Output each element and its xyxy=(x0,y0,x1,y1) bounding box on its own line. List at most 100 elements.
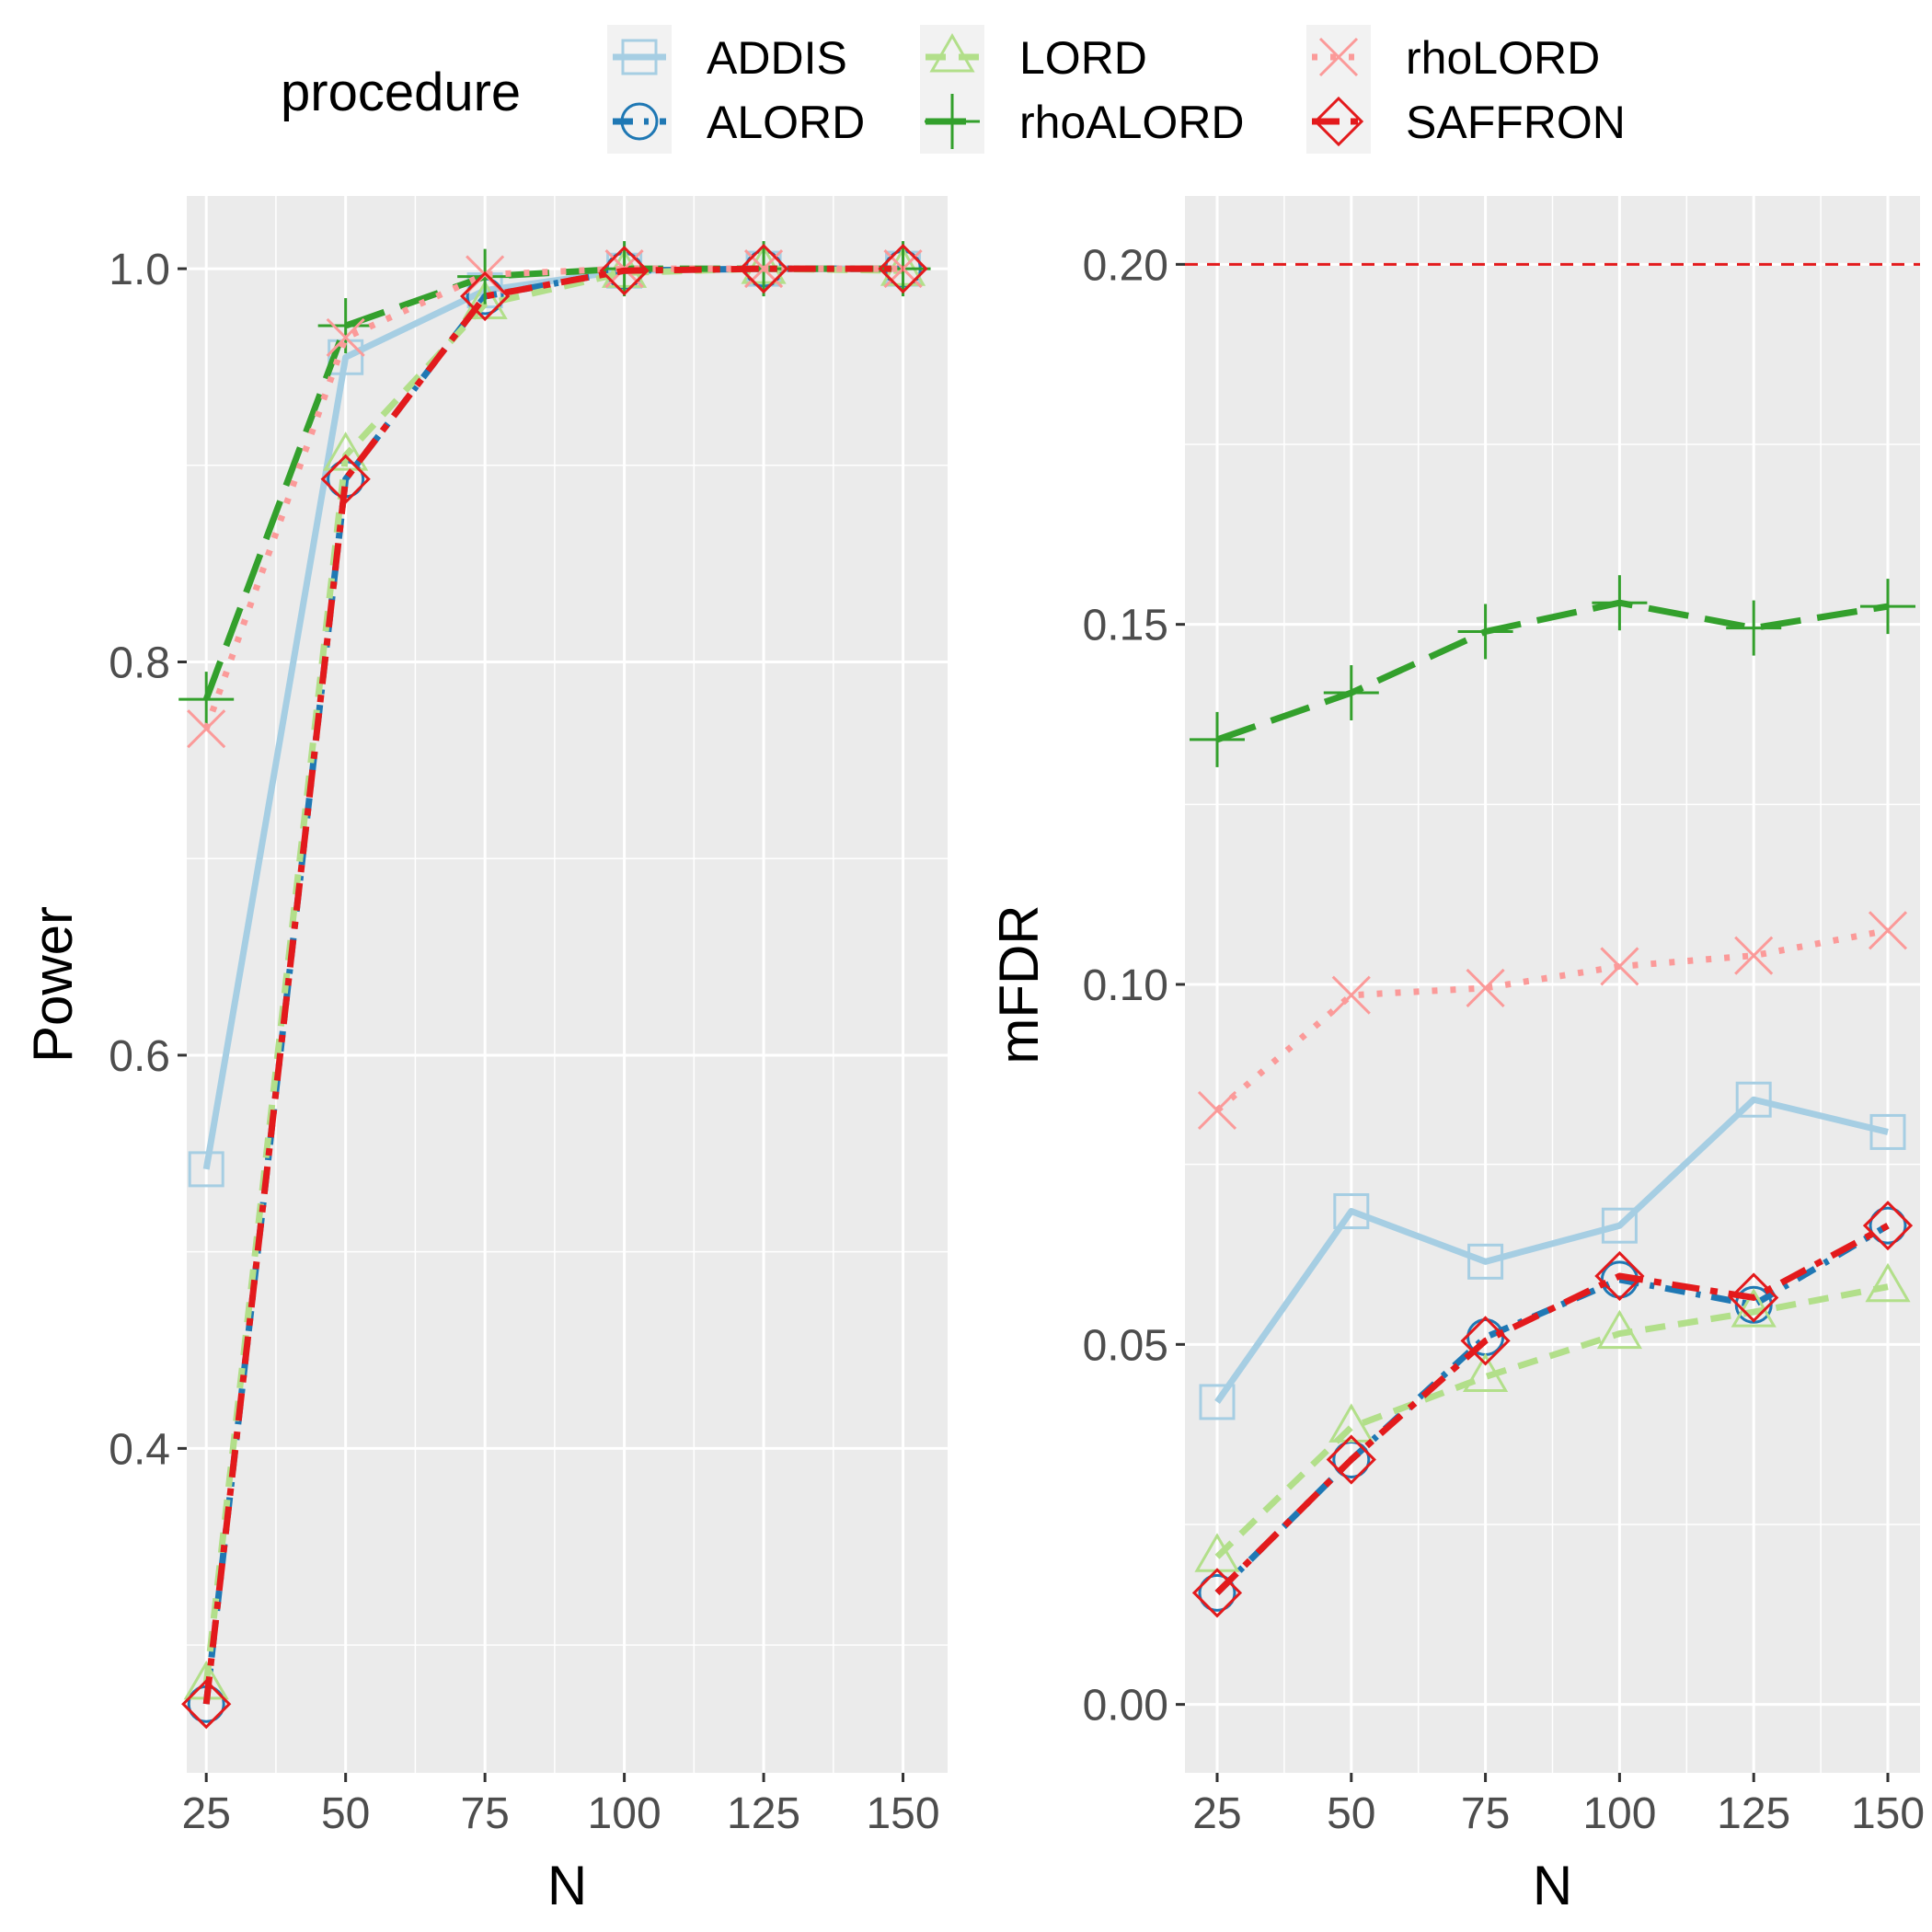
data-point-ADDIS xyxy=(188,1151,224,1188)
data-point-LORD xyxy=(323,431,369,471)
y-tick-label: 0.8 xyxy=(109,639,170,688)
legend-key-marker-circle xyxy=(620,102,659,141)
y-tick-label: 0.00 xyxy=(1083,1682,1168,1731)
legend-label-ADDIS: ADDIS xyxy=(707,32,847,84)
y-axis-title: Power xyxy=(22,906,84,1063)
series-line-SAFFRON xyxy=(1214,1223,1890,1595)
x-tick-label: 25 xyxy=(182,1789,231,1838)
panel-power: 25 50 75 100 125 150 0.4 0.6 0.8 1.0 N Power xyxy=(22,196,948,1916)
x-tick-label: 150 xyxy=(1851,1789,1925,1838)
data-point-rhoALORD xyxy=(1189,711,1245,767)
data-point-ADDIS xyxy=(1601,1207,1638,1244)
data-point-ADDIS xyxy=(1333,1193,1370,1230)
data-point-rhoALORD xyxy=(178,672,235,728)
data-point-rhoLORD xyxy=(1331,975,1371,1015)
data-point-rhoLORD xyxy=(1734,936,1774,975)
data-point-SAFFRON xyxy=(1191,1568,1243,1618)
x-tick-label: 50 xyxy=(1327,1789,1375,1838)
x-tick-label: 100 xyxy=(1582,1789,1656,1838)
series-line-rhoALORD xyxy=(1215,599,1889,743)
series-rhoLORD xyxy=(1197,911,1908,1131)
legend-label-LORD: LORD xyxy=(1019,32,1147,84)
data-point-SAFFRON xyxy=(1326,1434,1376,1485)
data-point-rhoLORD xyxy=(1197,1090,1237,1131)
data-point-ADDIS xyxy=(1467,1243,1504,1280)
legend-item-ALORD: ALORD xyxy=(607,89,865,154)
series-SAFFRON xyxy=(181,243,928,1730)
legend-key-marker-cross xyxy=(1318,37,1359,77)
y-tick-label: 1.0 xyxy=(109,246,170,294)
series-line-ALORD xyxy=(202,265,903,1705)
legend-label-rhoLORD: rhoLORD xyxy=(1406,32,1600,84)
y-tick-label: 0.10 xyxy=(1083,961,1168,1010)
legend-key-marker-diamond xyxy=(1313,96,1364,147)
x-tick-label: 100 xyxy=(588,1789,661,1838)
series-SAFFRON xyxy=(1191,1201,1914,1618)
data-point-LORD xyxy=(1328,1403,1374,1443)
data-point-LORD xyxy=(1865,1262,1911,1303)
legend-label-rhoALORD: rhoALORD xyxy=(1019,97,1245,148)
data-point-rhoALORD xyxy=(1726,600,1782,656)
data-point-rhoALORD xyxy=(1457,604,1513,660)
y-tick-label: 0.15 xyxy=(1083,602,1168,650)
data-point-ADDIS xyxy=(1199,1384,1236,1420)
series-line-SAFFRON xyxy=(202,265,903,1705)
x-tick-label: 75 xyxy=(460,1789,509,1838)
legend-key-marker-plus xyxy=(925,94,980,149)
data-point-rhoLORD xyxy=(1868,911,1908,950)
data-point-ADDIS xyxy=(1735,1081,1772,1118)
data-point-SAFFRON xyxy=(181,1679,232,1730)
x-tick-label: 150 xyxy=(866,1789,939,1838)
data-point-SAFFRON xyxy=(320,454,371,504)
series-ADDIS xyxy=(1199,1081,1906,1420)
data-point-LORD xyxy=(1462,1352,1509,1393)
series-line-LORD xyxy=(1214,1283,1889,1559)
legend-label-ALORD: ALORD xyxy=(707,97,865,148)
x-tick-label: 25 xyxy=(1192,1789,1241,1838)
data-point-SAFFRON xyxy=(1729,1272,1779,1323)
legend-key-marker-triangle xyxy=(929,33,975,73)
y-tick-label: 0.6 xyxy=(109,1032,170,1081)
legend-title: procedure xyxy=(281,63,521,122)
legend: procedure ADDIS ALORD LORD rhoALORD rhoLORD S… xyxy=(281,25,1626,154)
data-point-SAFFRON xyxy=(1460,1316,1511,1366)
x-tick-label: 125 xyxy=(727,1789,800,1838)
legend-item-rhoLORD: rhoLORD xyxy=(1306,25,1600,89)
x-tick-label: 125 xyxy=(1717,1789,1790,1838)
legend-key-marker-square xyxy=(621,39,658,75)
data-point-LORD xyxy=(1731,1288,1777,1328)
data-point-rhoLORD xyxy=(187,709,226,749)
series-line-ADDIS xyxy=(1214,1096,1889,1404)
series-LORD xyxy=(1194,1262,1911,1572)
plot-background xyxy=(187,196,948,1773)
data-point-rhoLORD xyxy=(1466,968,1505,1007)
legend-item-ADDIS: ADDIS xyxy=(607,25,847,89)
x-axis-title: N xyxy=(1533,1855,1572,1916)
legend-item-LORD: LORD xyxy=(920,25,1147,89)
data-point-rhoLORD xyxy=(1600,947,1639,986)
legend-label-SAFFRON: SAFFRON xyxy=(1406,97,1626,148)
data-point-ALORD xyxy=(1198,1573,1236,1612)
series-rhoALORD xyxy=(1189,575,1916,767)
y-tick-label: 0.05 xyxy=(1083,1321,1168,1370)
legend-item-rhoALORD: rhoALORD xyxy=(920,89,1245,154)
data-point-LORD xyxy=(1596,1309,1643,1350)
data-point-rhoLORD xyxy=(326,317,365,357)
x-tick-label: 75 xyxy=(1461,1789,1510,1838)
y-tick-label: 0.4 xyxy=(109,1425,170,1474)
data-point-rhoALORD xyxy=(1323,665,1379,721)
data-point-SAFFRON xyxy=(1594,1250,1645,1302)
data-point-SAFFRON xyxy=(1862,1201,1914,1251)
data-point-SAFFRON xyxy=(738,243,789,294)
data-point-rhoALORD xyxy=(457,248,513,305)
x-tick-label: 50 xyxy=(321,1789,370,1838)
data-point-ALORD xyxy=(1869,1206,1907,1245)
data-point-ADDIS xyxy=(1869,1113,1906,1150)
data-point-rhoALORD xyxy=(1592,575,1648,631)
x-axis-title: N xyxy=(547,1855,587,1916)
legend-item-SAFFRON: SAFFRON xyxy=(1306,89,1626,154)
y-axis-title: mFDR xyxy=(988,904,1050,1064)
series-line-rhoLORD xyxy=(1214,926,1889,1113)
